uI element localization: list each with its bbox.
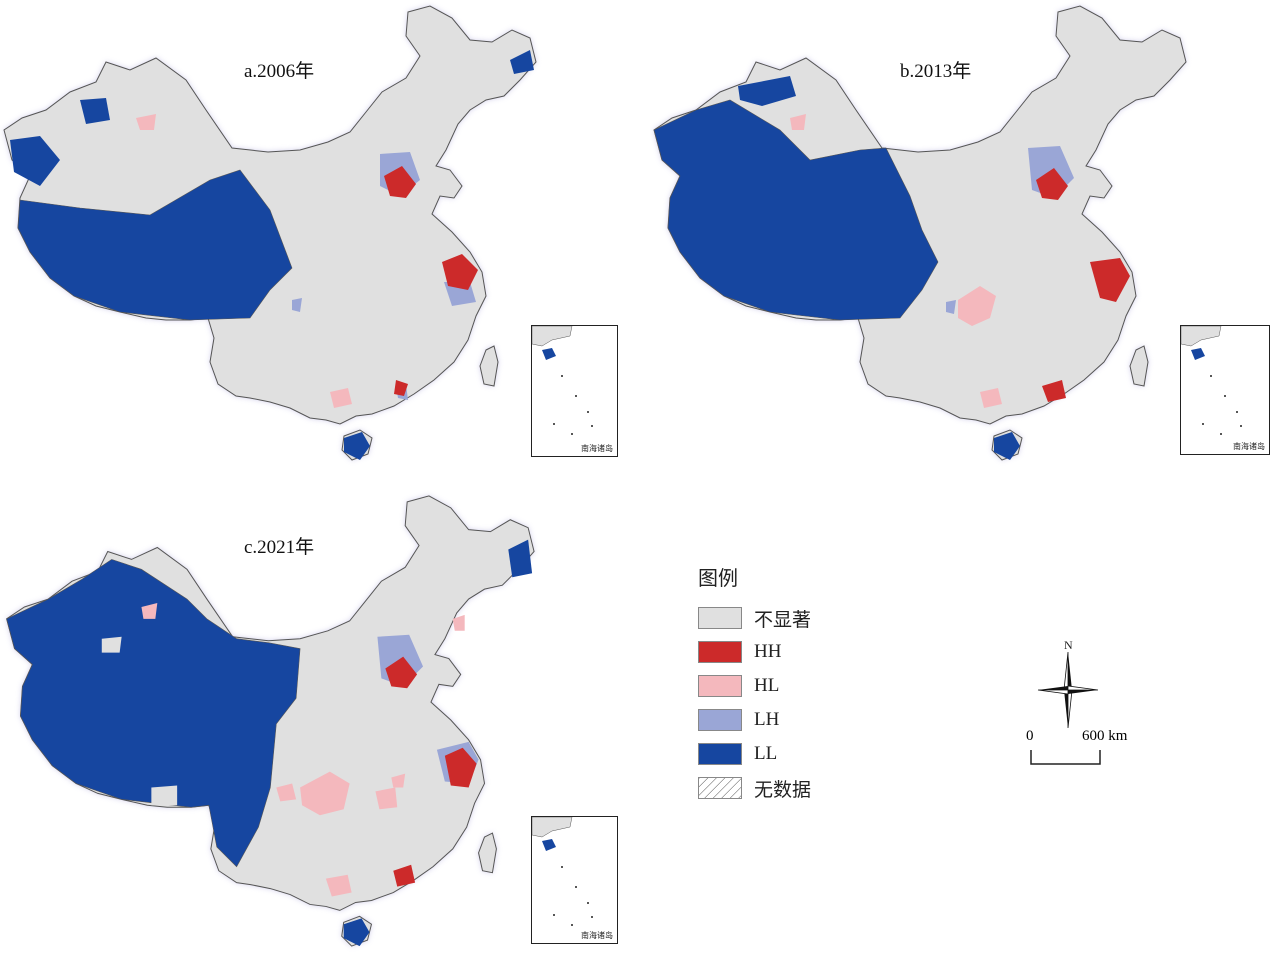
legend-swatch (698, 607, 742, 629)
inset-label: 南海诸岛 (581, 931, 613, 940)
legend-item-no-data: 无数据 (698, 771, 811, 805)
legend-label: LL (754, 743, 778, 764)
legend-label: HL (754, 675, 780, 696)
legend-swatch (698, 675, 742, 697)
scale-max-label: 600 km (1082, 728, 1128, 744)
legend-label: HH (754, 641, 782, 662)
legend-item-hl: HL (698, 669, 811, 703)
inset-label: 南海诸岛 (581, 444, 613, 453)
legend-item-lh: LH (698, 703, 811, 737)
panel-title: c.2021年 (244, 537, 315, 558)
inset-map (532, 326, 593, 435)
map-panel-2021: c.2021年 南海诸岛 (0, 490, 620, 956)
legend-label: LH (754, 709, 780, 730)
legend-item-ll: LL (698, 737, 811, 771)
china-map-2021 (0, 490, 620, 956)
map-legend: 图例 不显著 HH HL LH LL 无数据 (698, 562, 811, 805)
legend-item-hh: HH (698, 635, 811, 669)
panel-title: b.2013年 (900, 61, 972, 82)
south-china-sea-inset: 南海诸岛 (531, 816, 618, 944)
scale-bar: 0 600 km (1024, 728, 1144, 768)
south-china-sea-inset: 南海诸岛 (531, 325, 618, 457)
legend-swatch (698, 641, 742, 663)
inset-map (1181, 326, 1242, 435)
legend-label: 不显著 (754, 608, 812, 631)
map-panel-2013: b.2013年 南海诸岛 (650, 0, 1270, 470)
legend-swatch (698, 743, 742, 765)
scale-bar-line (1030, 750, 1101, 765)
inset-label: 南海诸岛 (1233, 442, 1265, 451)
scale-zero-label: 0 (1026, 728, 1034, 744)
legend-swatch-hatch (698, 777, 742, 799)
compass-rose-icon (1037, 651, 1099, 729)
south-china-sea-inset: 南海诸岛 (1180, 325, 1270, 455)
panel-title: a.2006年 (244, 61, 315, 82)
china-map-2006 (0, 0, 620, 470)
legend-swatch (698, 709, 742, 731)
legend-title: 图例 (698, 566, 738, 590)
legend-label: 无数据 (754, 778, 812, 801)
china-map-2013 (650, 0, 1270, 470)
legend-item-not-significant: 不显著 (698, 601, 811, 635)
north-label: N (1064, 638, 1073, 652)
map-panel-2006: a.2006年 南海诸岛 (0, 0, 620, 470)
inset-map (532, 817, 593, 926)
